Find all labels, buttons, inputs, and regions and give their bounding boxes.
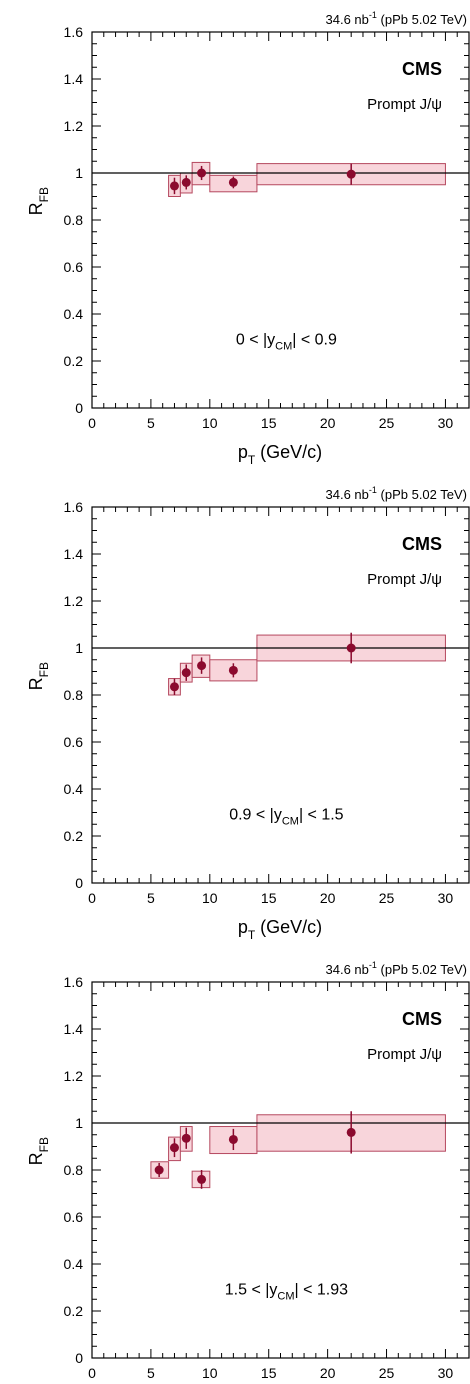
data-point [346, 643, 356, 653]
y-tick-label: 0 [75, 875, 83, 891]
data-point [197, 168, 207, 178]
y-tick-label: 0.2 [64, 828, 84, 844]
data-point [346, 1127, 356, 1137]
y-tick-label: 1.6 [64, 24, 84, 40]
y-tick-label: 0.4 [64, 306, 84, 322]
cms-label: CMS [402, 1009, 442, 1029]
data-point [169, 181, 179, 191]
x-tick-label: 0 [88, 890, 96, 906]
y-tick-label: 0.8 [64, 1162, 84, 1178]
x-axis-label: pT (GeV/c) [238, 442, 322, 467]
y-tick-label: 1.2 [64, 1068, 84, 1084]
data-point [228, 665, 238, 675]
data-point [346, 169, 356, 179]
y-tick-label: 1.2 [64, 593, 84, 609]
y-tick-label: 1.4 [64, 71, 84, 87]
lumi-label: 34.6 nb-1 (pPb 5.02 TeV) [326, 10, 467, 27]
cms-label: CMS [402, 59, 442, 79]
lumi-label: 34.6 nb-1 (pPb 5.02 TeV) [326, 960, 467, 977]
x-tick-label: 0 [88, 415, 96, 431]
y-tick-label: 1.4 [64, 1021, 84, 1037]
lumi-label: 34.6 nb-1 (pPb 5.02 TeV) [326, 485, 467, 502]
x-tick-label: 5 [147, 415, 155, 431]
y-axis-label: RFB [26, 1137, 51, 1165]
x-tick-label: 5 [147, 1365, 155, 1381]
y-tick-label: 1.6 [64, 499, 84, 515]
subtitle: Prompt J/ψ [367, 96, 442, 113]
x-tick-label: 15 [261, 890, 277, 906]
rapidity-range-label: 0 < |yCM| < 0.9 [236, 332, 337, 353]
chart-panel-2: 0 5 10 15 20 25 30 0 0.2 0.4 0.6 0.8 1 1.2 1.4 1.6 34.6 … [26, 485, 470, 942]
chart-panel-3: 0 5 10 15 20 25 30 0 0.2 0.4 0.6 0.8 1 1.2 1.4 1.6 34.6 … [26, 960, 470, 1381]
x-tick-label: 15 [261, 415, 277, 431]
x-tick-label: 25 [379, 415, 395, 431]
y-axis-label: RFB [26, 187, 51, 215]
x-tick-label: 25 [379, 1365, 395, 1381]
y-tick-label: 0.6 [64, 734, 84, 750]
y-tick-label: 0.4 [64, 781, 84, 797]
subtitle: Prompt J/ψ [367, 1046, 442, 1063]
data-point [169, 1143, 179, 1153]
y-tick-label: 1 [75, 640, 83, 656]
y-tick-label: 0.8 [64, 687, 84, 703]
data-point [197, 661, 207, 671]
y-tick-label: 0.2 [64, 1303, 84, 1319]
data-point [197, 1174, 207, 1184]
y-tick-label: 0.8 [64, 212, 84, 228]
y-tick-label: 0.2 [64, 353, 84, 369]
x-tick-label: 20 [320, 890, 336, 906]
x-tick-label: 10 [202, 1365, 218, 1381]
x-tick-label: 10 [202, 890, 218, 906]
y-tick-label: 0.4 [64, 1256, 84, 1272]
x-tick-label: 20 [320, 1365, 336, 1381]
y-tick-label: 1.6 [64, 974, 84, 990]
x-axis-label: pT (GeV/c) [238, 917, 322, 942]
y-tick-label: 0 [75, 400, 83, 416]
y-tick-label: 0.6 [64, 1209, 84, 1225]
data-point [181, 668, 191, 678]
x-tick-label: 0 [88, 1365, 96, 1381]
rapidity-range-label: 0.9 < |yCM| < 1.5 [229, 807, 343, 828]
x-tick-label: 25 [379, 890, 395, 906]
plot-frame [91, 506, 470, 884]
x-tick-label: 5 [147, 890, 155, 906]
data-point [154, 1165, 164, 1175]
subtitle: Prompt J/ψ [367, 571, 442, 588]
x-tick-label: 15 [261, 1365, 277, 1381]
y-tick-label: 1 [75, 1115, 83, 1131]
data-point [169, 682, 179, 692]
x-tick-label: 10 [202, 415, 218, 431]
data-point [181, 177, 191, 187]
cms-label: CMS [402, 534, 442, 554]
x-tick-label: 30 [438, 1365, 454, 1381]
y-tick-label: 0.6 [64, 259, 84, 275]
x-tick-label: 20 [320, 415, 336, 431]
data-point [181, 1133, 191, 1143]
y-tick-label: 1 [75, 165, 83, 181]
y-axis-label: RFB [26, 662, 51, 690]
y-tick-label: 0 [75, 1350, 83, 1366]
y-tick-label: 1.2 [64, 118, 84, 134]
data-point [228, 1134, 238, 1144]
rapidity-range-label: 1.5 < |yCM| < 1.93 [225, 1282, 348, 1303]
chart-panel-1: 0 5 10 15 20 25 30 0 0.2 0.4 0.6 0.8 1 1.2 1.4 1.6 34.6 … [26, 10, 470, 467]
y-tick-label: 1.4 [64, 546, 84, 562]
x-tick-label: 30 [438, 415, 454, 431]
data-point [228, 177, 238, 187]
x-tick-label: 30 [438, 890, 454, 906]
